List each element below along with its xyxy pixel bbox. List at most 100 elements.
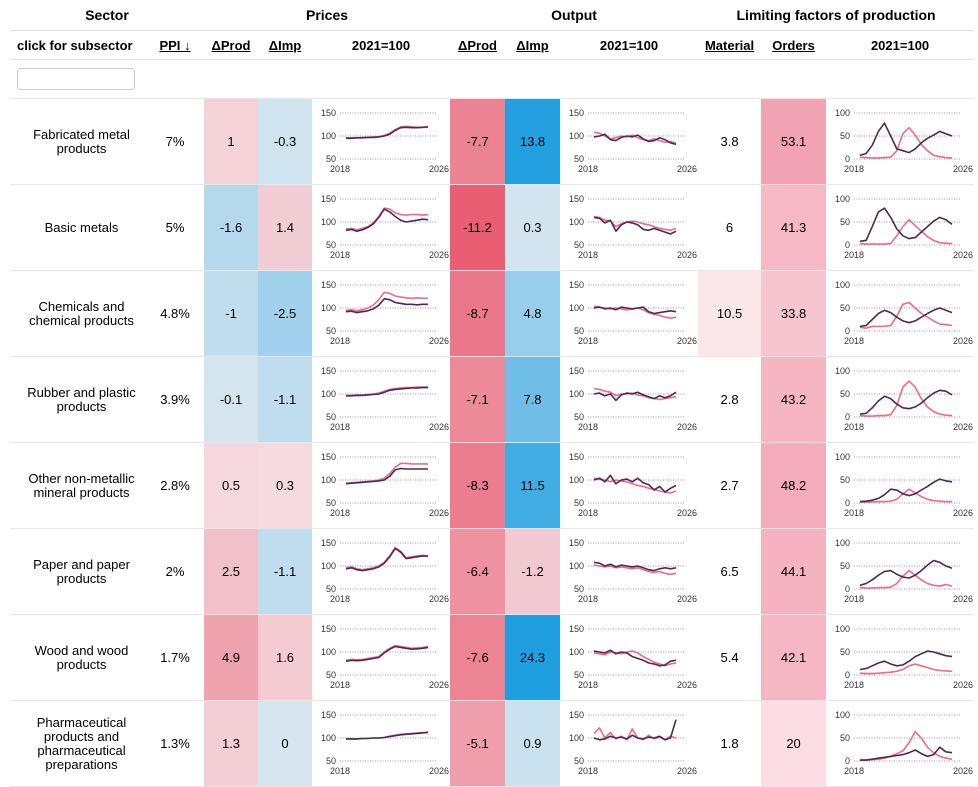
y-tick-label: 50 xyxy=(326,240,336,250)
col-prices-dprod-label: ΔProd xyxy=(211,37,251,53)
table-row[interactable]: Basic metals 5% -1.6 1.4 150 100 50 2018 2026 -11… xyxy=(10,184,975,271)
col-output-dimp[interactable]: ΔImp xyxy=(505,30,561,60)
col-orders[interactable]: Orders xyxy=(761,30,827,60)
col-output-dprod-label: ΔProd xyxy=(458,37,497,53)
output-series-dark xyxy=(593,216,677,235)
col-output-dprod[interactable]: ΔProd xyxy=(450,30,506,60)
table-row[interactable]: Wood and wood products 1.7% 4.9 1.6 150 100 50… xyxy=(10,614,975,701)
x-end-label: 2026 xyxy=(953,680,973,690)
limiting-sparkline: 100 50 0 2018 2026 xyxy=(826,98,975,185)
limiting-series-pink xyxy=(859,569,953,589)
y-tick-label: 100 xyxy=(569,217,584,227)
col-ppi-label: PPI ↓ xyxy=(159,37,191,53)
limiting-series-pink xyxy=(859,380,953,417)
prices-series-dark xyxy=(345,297,429,314)
x-end-label: 2026 xyxy=(677,766,697,776)
table-row[interactable]: Rubber and plastic products 3.9% -0.1 -1.1 1… xyxy=(10,356,975,443)
y-tick-label: 100 xyxy=(321,647,336,657)
prices-dimp-cell: 0 xyxy=(258,700,313,787)
col-prices-dimp[interactable]: ΔImp xyxy=(258,30,313,60)
x-start-label: 2018 xyxy=(330,164,350,174)
prices-dimp-cell: 0.3 xyxy=(258,442,313,529)
col-ppi-sort[interactable]: PPI ↓ xyxy=(146,30,205,60)
prices-sparkline: 150 100 50 2018 2026 xyxy=(312,184,451,271)
x-end-label: 2026 xyxy=(953,164,973,174)
prices-dimp-cell: -1.1 xyxy=(258,528,313,615)
filter-input[interactable] xyxy=(17,68,135,90)
x-end-label: 2026 xyxy=(677,508,697,518)
table-row[interactable]: Pharmaceutical products and pharmaceutic… xyxy=(10,700,975,787)
y-tick-label: 150 xyxy=(569,366,584,376)
output-series-dark xyxy=(593,133,677,146)
sector-name[interactable]: Pharmaceutical products and pharmaceutic… xyxy=(10,700,146,787)
limiting-sparkline: 100 50 0 2018 2026 xyxy=(826,528,975,615)
table-row[interactable]: Chemicals and chemical products 4.8% -1 -2.… xyxy=(10,270,975,357)
y-tick-label: 50 xyxy=(574,154,584,164)
prices-dprod-cell: -1 xyxy=(204,270,259,357)
output-series-dark xyxy=(593,649,677,667)
limiting-series-pink xyxy=(859,301,953,330)
limiting-series-dark xyxy=(859,122,953,157)
output-dimp-cell: 4.8 xyxy=(505,270,561,357)
limiting-sparkline: 100 50 0 2018 2026 xyxy=(826,614,975,701)
output-dimp-cell: 7.8 xyxy=(505,356,561,443)
sector-name[interactable]: Other non-metallic mineral products xyxy=(10,442,146,529)
x-end-label: 2026 xyxy=(953,508,973,518)
table-row[interactable]: Fabricated metal products 7% 1 -0.3 150 100 50… xyxy=(10,98,975,185)
y-tick-label: 100 xyxy=(835,452,850,462)
prices-dprod-cell: 1 xyxy=(204,98,259,185)
y-tick-label: 150 xyxy=(569,452,584,462)
material-cell: 5.4 xyxy=(698,614,762,701)
table-row[interactable]: Paper and paper products 2% 2.5 -1.1 150 100 5… xyxy=(10,528,975,615)
y-tick-label: 0 xyxy=(845,584,850,594)
limiting-sparkline: 100 50 0 2018 2026 xyxy=(826,184,975,271)
y-tick-label: 150 xyxy=(321,452,336,462)
sector-name[interactable]: Fabricated metal products xyxy=(10,98,146,185)
sector-name[interactable]: Chemicals and chemical products xyxy=(10,270,146,357)
sector-name[interactable]: Paper and paper products xyxy=(10,528,146,615)
y-tick-label: 100 xyxy=(321,389,336,399)
limiting-sparkline: 100 50 0 2018 2026 xyxy=(826,270,975,357)
output-dimp-cell: -1.2 xyxy=(505,528,561,615)
limiting-sparkline: 100 50 0 2018 2026 xyxy=(826,442,975,529)
col-subsector[interactable]: click for subsector xyxy=(10,30,146,60)
y-tick-label: 150 xyxy=(321,538,336,548)
orders-cell: 48.2 xyxy=(761,442,827,529)
x-start-label: 2018 xyxy=(330,680,350,690)
x-end-label: 2026 xyxy=(677,250,697,260)
x-end-label: 2026 xyxy=(429,680,449,690)
col-prices-index: 2021=100 xyxy=(312,30,451,60)
prices-series-dark xyxy=(345,547,429,572)
table-row[interactable]: Other non-metallic mineral products 2.8% 0… xyxy=(10,442,975,529)
orders-cell: 20 xyxy=(761,700,827,787)
x-end-label: 2026 xyxy=(677,336,697,346)
output-dimp-cell: 0.3 xyxy=(505,184,561,271)
y-tick-label: 100 xyxy=(835,108,850,118)
x-end-label: 2026 xyxy=(429,422,449,432)
ppi-weight: 5% xyxy=(146,184,205,271)
x-start-label: 2018 xyxy=(844,336,864,346)
sector-name[interactable]: Wood and wood products xyxy=(10,614,146,701)
col-limiting-index: 2021=100 xyxy=(826,30,975,60)
x-end-label: 2026 xyxy=(429,766,449,776)
y-tick-label: 100 xyxy=(569,733,584,743)
x-start-label: 2018 xyxy=(330,508,350,518)
col-prices-dprod[interactable]: ΔProd xyxy=(204,30,259,60)
output-series-dark xyxy=(593,474,677,493)
output-sparkline: 150 100 50 2018 2026 xyxy=(560,184,699,271)
sector-name[interactable]: Basic metals xyxy=(10,184,146,271)
sector-name[interactable]: Rubber and plastic products xyxy=(10,356,146,443)
col-material[interactable]: Material xyxy=(698,30,762,60)
x-start-label: 2018 xyxy=(578,250,598,260)
x-start-label: 2018 xyxy=(330,766,350,776)
x-start-label: 2018 xyxy=(844,422,864,432)
x-start-label: 2018 xyxy=(844,508,864,518)
ppi-weight: 1.3% xyxy=(146,700,205,787)
y-tick-label: 150 xyxy=(569,194,584,204)
